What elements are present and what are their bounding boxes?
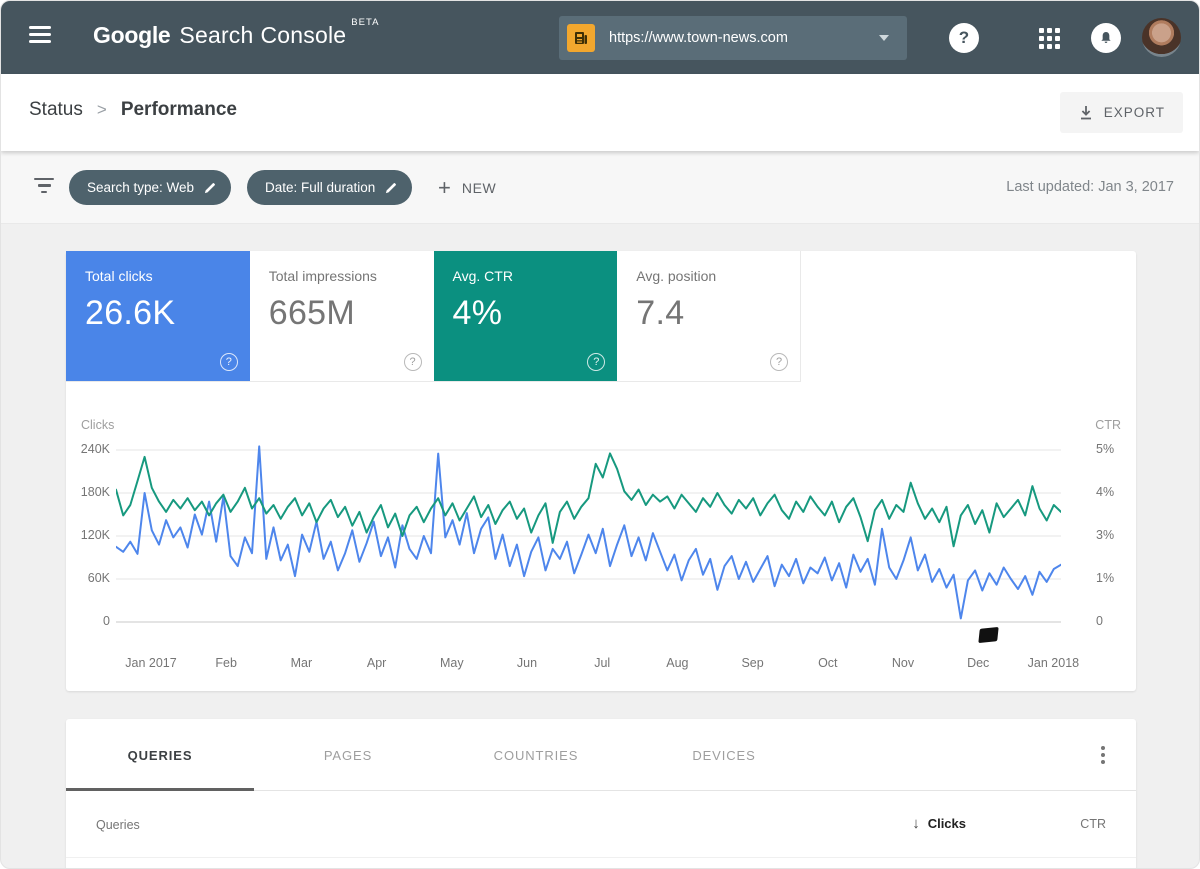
performance-chart: Clicks CTR 240K180K120K60K0 5%4%3%1%0 Ja…	[66, 406, 1136, 691]
metric-card-avg-ctr[interactable]: Avg. CTR 4% ?	[434, 251, 618, 381]
metric-card-total-clicks[interactable]: Total clicks 26.6K ?	[66, 251, 250, 381]
help-icon: ?	[949, 23, 979, 53]
apps-grid-icon	[1039, 28, 1060, 49]
notifications-button[interactable]	[1088, 20, 1124, 56]
property-selector[interactable]: https://www.town-news.com	[559, 16, 907, 60]
export-button[interactable]: EXPORT	[1060, 92, 1183, 133]
top-app-bar: Google Search Console BETA https://www.town…	[1, 1, 1199, 74]
performance-panel: Total clicks 26.6K ? Total impressions 6…	[66, 251, 1136, 691]
bell-icon	[1091, 23, 1121, 53]
card-value: 26.6K	[85, 294, 250, 333]
column-header-ctr[interactable]: CTR	[1026, 817, 1106, 831]
chevron-down-icon	[879, 35, 889, 41]
logo-console: Console	[261, 22, 347, 48]
mouse-cursor-artifact	[978, 627, 998, 643]
chart-plot-area[interactable]	[116, 432, 1061, 624]
table-header: Queries ↓ Clicks CTR	[66, 791, 1136, 857]
help-icon[interactable]: ?	[220, 353, 238, 371]
clicks-header-label: Clicks	[928, 816, 966, 831]
help-icon[interactable]: ?	[587, 353, 605, 371]
right-axis-ticks: 5%4%3%1%0	[1068, 432, 1118, 624]
card-value: 4%	[453, 294, 618, 333]
filter-bar: Search type: Web Date: Full duration + N…	[1, 151, 1199, 224]
card-label: Avg. CTR	[453, 268, 618, 284]
filter-chip-search-type[interactable]: Search type: Web	[69, 170, 231, 205]
page-title: Performance	[121, 99, 237, 121]
new-label: NEW	[462, 180, 496, 196]
left-axis-ticks: 240K180K120K60K0	[68, 432, 110, 624]
page-header: Status > Performance EXPORT	[1, 74, 1199, 151]
breadcrumb-status[interactable]: Status	[29, 99, 83, 121]
column-header-queries[interactable]: Queries	[96, 818, 140, 832]
breadcrumb: Status > Performance	[29, 99, 237, 121]
beta-badge: BETA	[351, 17, 379, 28]
apps-grid-button[interactable]	[1031, 20, 1067, 56]
app-window: Google Search Console BETA https://www.town…	[0, 0, 1200, 869]
hamburger-menu-icon[interactable]	[29, 26, 53, 48]
breadcrumb-separator: >	[97, 100, 107, 120]
left-axis-title: Clicks	[81, 418, 114, 432]
more-options-icon[interactable]	[1092, 744, 1114, 766]
metric-card-avg-position[interactable]: Avg. position 7.4 ?	[617, 251, 801, 381]
sort-desc-icon: ↓	[912, 815, 920, 832]
card-value: 665M	[269, 294, 434, 333]
edit-pencil-icon	[385, 181, 398, 194]
tab-countries[interactable]: COUNTRIES	[442, 719, 630, 791]
dimension-tabs: QUERIES PAGES COUNTRIES DEVICES	[66, 719, 1136, 791]
card-label: Avg. position	[636, 268, 800, 284]
user-avatar[interactable]	[1142, 18, 1181, 57]
table-row-divider	[66, 857, 1136, 858]
logo-search: Search	[179, 22, 253, 48]
cards-divider	[66, 381, 801, 382]
filter-chip-date[interactable]: Date: Full duration	[247, 170, 412, 205]
help-icon[interactable]: ?	[770, 353, 788, 371]
metric-cards: Total clicks 26.6K ? Total impressions 6…	[66, 251, 801, 381]
help-icon[interactable]: ?	[404, 353, 422, 371]
help-button[interactable]: ?	[946, 20, 982, 56]
x-axis-month-labels: Jan 2017FebMarAprMayJunJulAugSepOctNovDe…	[116, 656, 1061, 674]
download-icon	[1078, 105, 1094, 121]
chip-label: Date: Full duration	[265, 180, 375, 195]
card-value: 7.4	[636, 294, 800, 333]
card-label: Total clicks	[85, 268, 250, 284]
new-filter-button[interactable]: + NEW	[438, 170, 496, 205]
logo-google: Google	[93, 22, 170, 48]
tab-queries[interactable]: QUERIES	[66, 719, 254, 791]
property-icon	[567, 24, 595, 52]
export-label: EXPORT	[1104, 105, 1165, 120]
metric-card-total-impressions[interactable]: Total impressions 665M ?	[250, 251, 434, 381]
plus-icon: +	[438, 177, 451, 199]
property-url: https://www.town-news.com	[609, 30, 879, 46]
column-header-clicks[interactable]: ↓ Clicks	[836, 815, 966, 832]
right-axis-title: CTR	[1095, 418, 1121, 432]
edit-pencil-icon	[204, 181, 217, 194]
filter-icon[interactable]	[33, 178, 55, 197]
dimensions-panel: QUERIES PAGES COUNTRIES DEVICES Queries …	[66, 719, 1136, 869]
card-label: Total impressions	[269, 268, 434, 284]
chip-label: Search type: Web	[87, 180, 194, 195]
tab-devices[interactable]: DEVICES	[630, 719, 818, 791]
tab-pages[interactable]: PAGES	[254, 719, 442, 791]
app-logo: GoogleSearchConsoleBETA	[93, 22, 379, 49]
last-updated-text: Last updated: Jan 3, 2017	[1006, 179, 1174, 195]
